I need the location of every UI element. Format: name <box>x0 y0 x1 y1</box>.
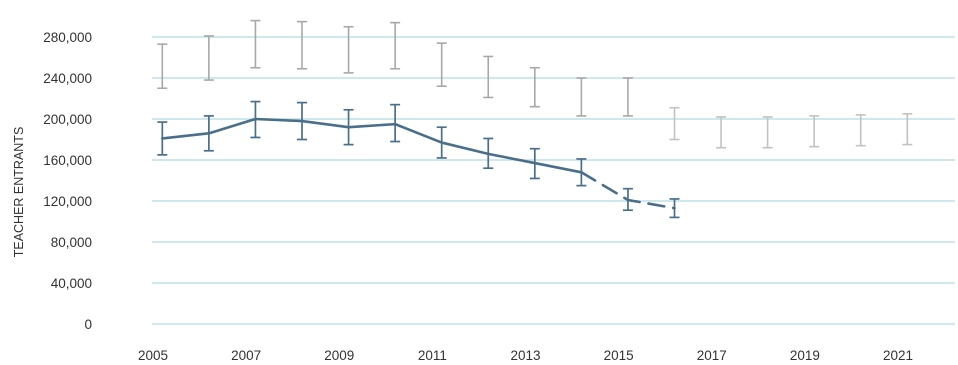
x-tick-label: 2009 <box>324 348 354 363</box>
y-tick-labels: 0 40,000 80,000 120,000 160,000 200,000 240,00… <box>43 30 92 332</box>
upper-error-bars <box>157 19 913 149</box>
x-tick-label: 2013 <box>510 348 540 363</box>
x-tick-label: 2015 <box>604 348 634 363</box>
y-tick-label: 120,000 <box>43 194 92 209</box>
y-tick-label: 280,000 <box>43 30 92 45</box>
x-tick-label: 2005 <box>138 348 168 363</box>
y-tick-label: 0 <box>84 317 92 332</box>
y-tick-label: 200,000 <box>43 112 92 127</box>
x-tick-labels: 2005 2007 2009 2011 2013 2015 2017 2019 2021 <box>138 348 913 363</box>
series-lines <box>161 117 676 210</box>
x-tick-label: 2007 <box>231 348 261 363</box>
x-tick-label: 2011 <box>418 348 447 363</box>
y-tick-label: 240,000 <box>43 71 92 86</box>
x-tick-label: 2021 <box>883 348 913 363</box>
y-tick-label: 80,000 <box>51 235 92 250</box>
gridlines <box>152 36 955 325</box>
x-tick-label: 2017 <box>697 348 727 363</box>
x-tick-label: 2019 <box>790 348 820 363</box>
y-axis-title: TEACHER ENTRANTS <box>12 127 26 258</box>
series-error-bars <box>157 100 680 219</box>
solid-series-line <box>161 117 583 174</box>
y-tick-label: 160,000 <box>43 153 92 168</box>
y-tick-label: 40,000 <box>51 276 92 291</box>
